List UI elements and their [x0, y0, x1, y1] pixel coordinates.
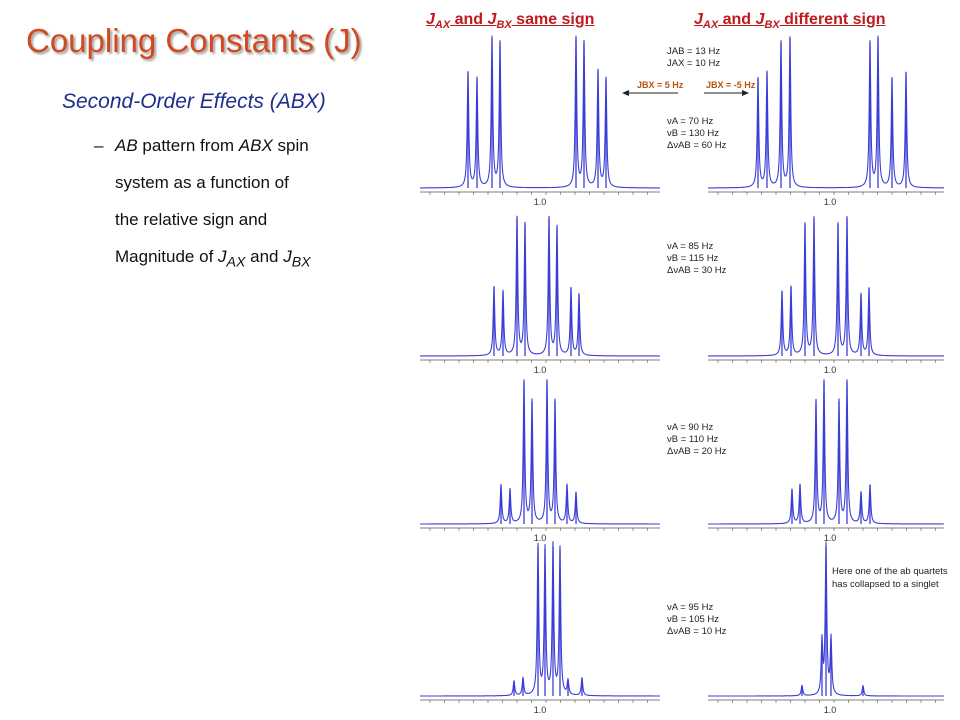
spectrum-trace	[708, 35, 944, 189]
j-symbol: J	[755, 11, 765, 28]
spectrum-trace	[420, 215, 660, 357]
same-spectrum-row-1: 1.0	[420, 35, 660, 207]
axis-tick-label: 1.0	[824, 365, 837, 375]
row-2-parameters: νA = 85 Hz νB = 115 Hz ΔνAB = 30 Hz	[667, 241, 726, 277]
jbx-negative-label: JBX = -5 Hz	[706, 80, 756, 90]
axis-tick-label: 1.0	[824, 533, 837, 543]
nu-b-value: νB = 115 Hz	[667, 253, 719, 264]
different-sign-text: different sign	[779, 11, 886, 28]
same-spectrum-row-2: 1.0	[420, 215, 660, 375]
j-ax-symbol: J	[218, 247, 227, 266]
diff-spectrum-row-1: 1.0	[708, 35, 944, 207]
column-heading-same-sign: JAX and JBX same sign	[426, 11, 594, 31]
spectrum-trace	[420, 379, 660, 525]
jab-value: JAB = 13 Hz	[667, 46, 721, 57]
nu-b-value: νB = 105 Hz	[667, 614, 720, 625]
j-symbol: J	[487, 11, 497, 28]
row-1-parameters: νA = 70 Hz νB = 130 Hz ΔνAB = 60 Hz	[667, 116, 726, 152]
axis-tick-label: 1.0	[534, 365, 547, 375]
jbx-positive-label: JBX = 5 Hz	[637, 80, 684, 90]
diff-spectrum-row-4: 1.0	[708, 541, 944, 715]
same-spectrum-row-3: 1.0	[420, 379, 660, 543]
diff-spectrum-row-2: 1.0	[708, 216, 944, 375]
axis-tick-label: 1.0	[534, 197, 547, 207]
ax-subscript: AX	[434, 19, 451, 32]
j-symbol: J	[426, 11, 435, 28]
axis-tick-label: 1.0	[824, 705, 837, 715]
spectrum-trace	[708, 216, 944, 357]
pattern-from-text: pattern from	[137, 136, 239, 155]
subtitle: Second-Order Effects (ABX)	[62, 90, 326, 113]
row-3-parameters: νA = 90 Hz νB = 110 Hz ΔνAB = 20 Hz	[667, 422, 726, 458]
jax-value: JAX = 10 Hz	[667, 58, 721, 69]
delta-nu-value: ΔνAB = 20 Hz	[667, 446, 727, 457]
row-4-parameters: νA = 95 Hz νB = 105 Hz ΔνAB = 10 Hz	[667, 602, 726, 638]
axis-tick-label: 1.0	[534, 533, 547, 543]
bx-subscript: BX	[496, 19, 512, 32]
nu-a-value: νA = 85 Hz	[667, 241, 714, 252]
nu-a-value: νA = 90 Hz	[667, 422, 714, 433]
bullet-line-4: Magnitude of JAX and JBX	[115, 238, 384, 281]
spectrum-trace	[420, 35, 660, 189]
and-text: and	[450, 11, 488, 28]
direction-arrows	[622, 90, 749, 96]
same-spectrum-row-4: 1.0	[420, 541, 660, 715]
nu-a-value: νA = 95 Hz	[667, 602, 714, 613]
ax-subscript: AX	[702, 19, 719, 32]
bullet-line-3: the relative sign and	[115, 210, 268, 229]
delta-nu-value: ΔνAB = 30 Hz	[667, 265, 727, 276]
axis-tick-label: 1.0	[534, 705, 547, 715]
nu-b-value: νB = 130 Hz	[667, 128, 720, 139]
nu-a-value: νA = 70 Hz	[667, 116, 714, 127]
and-text: and	[718, 11, 756, 28]
j-symbol: J	[694, 11, 703, 28]
left-arrow-icon	[622, 90, 678, 96]
slide-title: Coupling Constants (J)	[26, 22, 362, 59]
bullet-dash: –	[94, 136, 104, 155]
j-bx-subscript: BX	[291, 254, 311, 271]
column-heading-different-sign: JAX and JBX different sign	[694, 11, 886, 31]
j-ax-subscript: AX	[226, 254, 246, 271]
spectrum-trace	[708, 541, 944, 697]
same-sign-text: same sign	[511, 11, 595, 28]
nu-b-value: νB = 110 Hz	[667, 434, 719, 445]
bullet-line-1: AB pattern from ABX spin	[115, 127, 384, 164]
ab-term: AB	[115, 136, 138, 155]
abx-term: ABX	[238, 136, 273, 155]
j-bx-symbol: J	[283, 247, 292, 266]
diff-spectrum-row-3: 1.0	[708, 379, 944, 543]
spectrum-trace	[420, 541, 660, 697]
and-text: and	[245, 247, 284, 266]
singlet-collapse-note: Here one of the ab quartets has collapse…	[832, 566, 948, 590]
axis-tick-label: 1.0	[824, 197, 837, 207]
delta-nu-value: ΔνAB = 10 Hz	[667, 626, 727, 637]
spectrum-trace	[708, 379, 944, 525]
bx-subscript: BX	[764, 19, 780, 32]
bullet-point: – AB pattern from ABX spin system as a f…	[94, 127, 384, 281]
right-arrow-icon	[704, 90, 749, 96]
delta-nu-value: ΔνAB = 60 Hz	[667, 140, 727, 151]
bullet-line-2: system as a function of	[115, 173, 289, 192]
magnitude-text: Magnitude of	[115, 247, 219, 266]
spin-text: spin	[272, 136, 309, 155]
coupling-constants: JAB = 13 Hz JAX = 10 Hz	[667, 46, 720, 70]
